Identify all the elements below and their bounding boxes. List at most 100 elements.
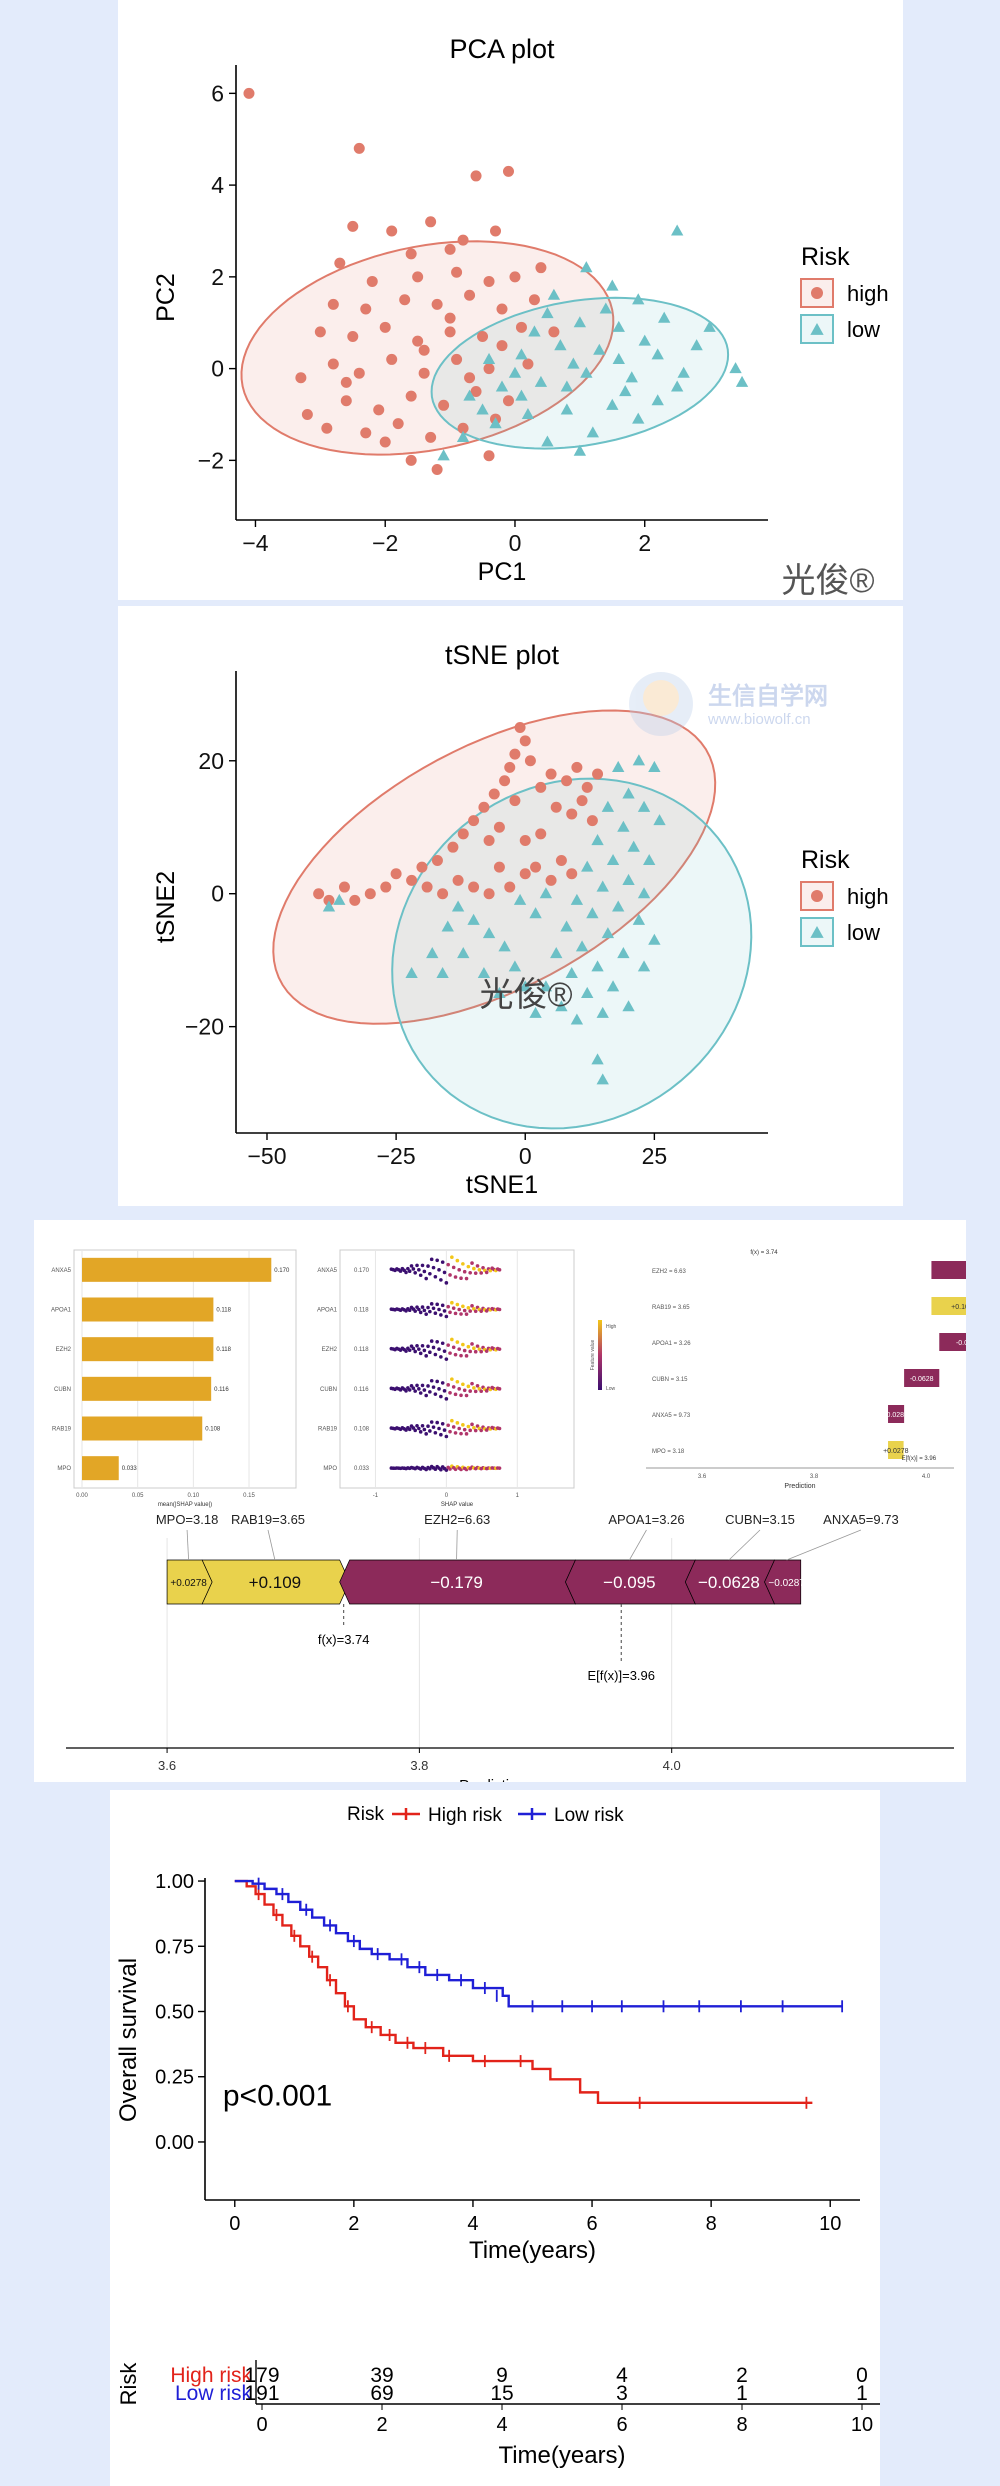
point-low xyxy=(637,800,651,812)
beeswarm-mini-dot xyxy=(475,1344,480,1348)
beeswarm-mini-dot xyxy=(477,1268,482,1272)
waterfall-mini-bar xyxy=(939,1333,966,1351)
beeswarm-mini-feature-value: 0.170 xyxy=(354,1268,370,1274)
point-high xyxy=(444,312,456,324)
beeswarm-mini-dot xyxy=(466,1424,471,1429)
point-low xyxy=(528,325,541,337)
beeswarm-mini-dot xyxy=(444,1281,449,1285)
beeswarm-mini-dot xyxy=(431,1385,436,1389)
chart-title: tSNE plot xyxy=(445,640,560,670)
beeswarm-mini-dot xyxy=(435,1258,439,1263)
point-low xyxy=(606,398,619,410)
beeswarm-mini-dot xyxy=(448,1429,452,1434)
beeswarm-mini-dot xyxy=(448,1390,452,1395)
point-high xyxy=(566,868,578,880)
point-high xyxy=(431,298,443,310)
point-low xyxy=(601,927,615,939)
risk-table-x-tick-label: 2 xyxy=(376,2414,387,2436)
point-high xyxy=(379,321,391,333)
pca-panel: PCA plot −4 −2 0 2 −2 0 2 4 6 PC1 PC2 Risk high low 光俊® xyxy=(118,0,903,600)
beeswarm-mini-dot xyxy=(444,1434,449,1439)
beeswarm-mini-dot xyxy=(459,1393,463,1398)
km-pvalue: p<0.001 xyxy=(223,2079,332,2112)
beeswarm-mini-dot xyxy=(429,1302,434,1306)
beeswarm-mini-dot xyxy=(418,1351,423,1356)
point-low xyxy=(521,407,535,420)
point-low xyxy=(612,900,625,912)
legend-label-high: high xyxy=(847,884,889,909)
y-tick-label: 4 xyxy=(211,172,224,198)
point-low xyxy=(651,348,664,360)
waterfall-mini-bar xyxy=(931,1297,966,1315)
force-leader-line xyxy=(186,1529,190,1561)
point-high xyxy=(327,358,339,370)
point-high xyxy=(347,330,359,342)
force-leader-line xyxy=(267,1529,276,1561)
point-high xyxy=(548,326,560,338)
point-high xyxy=(340,376,352,388)
point-high xyxy=(504,881,516,893)
force-feature-label: ANXA5=9.73 xyxy=(823,1512,899,1527)
point-low xyxy=(580,366,593,378)
point-high xyxy=(522,358,534,370)
beeswarm-mini-dot xyxy=(420,1305,425,1309)
beeswarm-mini-dot xyxy=(484,1270,489,1275)
beeswarm-mini-dot xyxy=(442,1349,447,1353)
point-low xyxy=(648,933,661,945)
beeswarm-mini-dot xyxy=(424,1312,428,1316)
point-low xyxy=(519,980,532,992)
point-high xyxy=(490,225,502,237)
bar-mini-value: 0.118 xyxy=(216,1308,231,1314)
beeswarm-mini-dot xyxy=(455,1379,460,1384)
beeswarm-mini-dot xyxy=(459,1431,463,1436)
point-high xyxy=(571,761,583,773)
shap-panel: 0.00 0.05 0.10 0.15 ANXA5 0.170 APOA1 0.118 EZH2… xyxy=(34,1220,966,1782)
beeswarm-mini-dot xyxy=(439,1432,443,1437)
beeswarm-mini-dot xyxy=(473,1271,478,1275)
risk-table-x-tick-label: 10 xyxy=(851,2414,873,2436)
beeswarm-mini-dot xyxy=(415,1383,419,1388)
point-high xyxy=(405,248,417,260)
point-low xyxy=(658,311,671,323)
beeswarm-mini-dot xyxy=(446,1383,450,1387)
beeswarm-mini-dot xyxy=(451,1265,456,1270)
point-low xyxy=(586,907,599,919)
beeswarm-mini-dot xyxy=(461,1262,465,1266)
km-y-tick-label: 1.00 xyxy=(155,1871,194,1893)
bar-mini-value: 0.033 xyxy=(122,1466,138,1472)
beeswarm-mini-dot xyxy=(451,1425,456,1429)
point-high xyxy=(386,353,398,365)
beeswarm-mini-dot xyxy=(462,1308,467,1313)
beeswarm-mini-dot xyxy=(450,1418,454,1423)
beeswarm-mini-dot xyxy=(466,1384,471,1389)
bar-mini-x-tick: 0.15 xyxy=(243,1493,255,1499)
beeswarm-mini-dot xyxy=(457,1347,461,1351)
point-low xyxy=(591,834,604,846)
point-high xyxy=(515,321,527,333)
force-feature-label: RAB19=3.65 xyxy=(231,1512,305,1527)
beeswarm-mini-dot xyxy=(435,1302,439,1307)
beeswarm-mini-dot xyxy=(457,1387,461,1391)
point-high xyxy=(390,868,402,880)
force-xlabel: Prediction xyxy=(459,1777,526,1782)
chart-title: PCA plot xyxy=(449,34,555,64)
risk-table-x-tick-label: 0 xyxy=(256,2414,267,2436)
point-low xyxy=(426,947,439,959)
beeswarm-mini-dot xyxy=(433,1311,438,1316)
bar-mini-x-tick: 0.05 xyxy=(132,1493,144,1499)
beeswarm-mini-dot xyxy=(442,1428,447,1432)
beeswarm-mini-dot xyxy=(450,1337,454,1342)
point-high xyxy=(452,874,464,886)
beeswarm-mini-dot xyxy=(431,1265,436,1270)
y-tick-label: 20 xyxy=(198,748,224,774)
bar-mini-bar xyxy=(82,1297,214,1322)
point-high xyxy=(483,888,495,900)
point-high xyxy=(301,408,313,420)
beeswarm-mini-dot xyxy=(428,1272,432,1276)
bar-mini-value: 0.116 xyxy=(214,1387,229,1393)
beeswarm-mini-feature-value: 0.118 xyxy=(354,1347,369,1353)
watermark-text: 光俊® xyxy=(781,562,874,600)
force-feature-label: CUBN=3.15 xyxy=(725,1512,795,1527)
beeswarm-mini-dot xyxy=(455,1302,460,1307)
beeswarm-mini-dot xyxy=(450,1255,454,1260)
